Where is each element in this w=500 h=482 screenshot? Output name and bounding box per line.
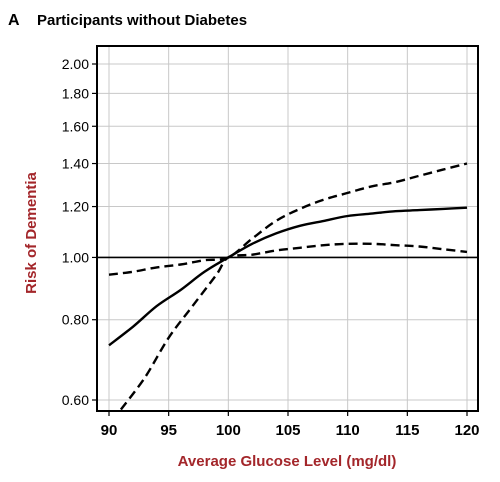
y-tick-label: 1.60 (62, 118, 89, 134)
y-tick-labels: 0.60 0.80 1.00 1.20 1.40 1.60 1.80 2.00 (62, 56, 97, 408)
y-tick-label: 1.40 (62, 156, 89, 172)
x-tick-label: 120 (454, 422, 479, 439)
panel-title: Participants without Diabetes (37, 12, 247, 29)
x-tick-label: 105 (275, 422, 300, 439)
y-tick-label: 1.80 (62, 85, 89, 101)
series-lines (108, 162, 468, 411)
series-upper-bound-line (108, 162, 468, 276)
x-tick-label: 95 (160, 422, 177, 439)
y-tick-label: 1.00 (62, 249, 89, 265)
y-tick-label: 2.00 (62, 56, 89, 72)
grid-lines (97, 46, 478, 411)
x-tick-label: 115 (395, 422, 419, 439)
series-estimate-line (108, 206, 468, 347)
panel-letter: A (8, 12, 20, 29)
y-tick-label: 0.80 (62, 312, 89, 328)
x-axis-label: Average Glucose Level (mg/dl) (178, 453, 397, 470)
y-tick-label: 1.20 (62, 199, 89, 215)
y-axis-label: Risk of Dementia (23, 171, 40, 293)
x-tick-labels: 90 95 100 105 110 115 120 (101, 411, 480, 439)
series-lower-bound-line (119, 242, 468, 411)
x-tick-label: 100 (216, 422, 241, 439)
x-tick-label: 110 (336, 422, 360, 439)
y-tick-label: 0.60 (62, 392, 89, 408)
x-tick-label: 90 (101, 422, 118, 439)
